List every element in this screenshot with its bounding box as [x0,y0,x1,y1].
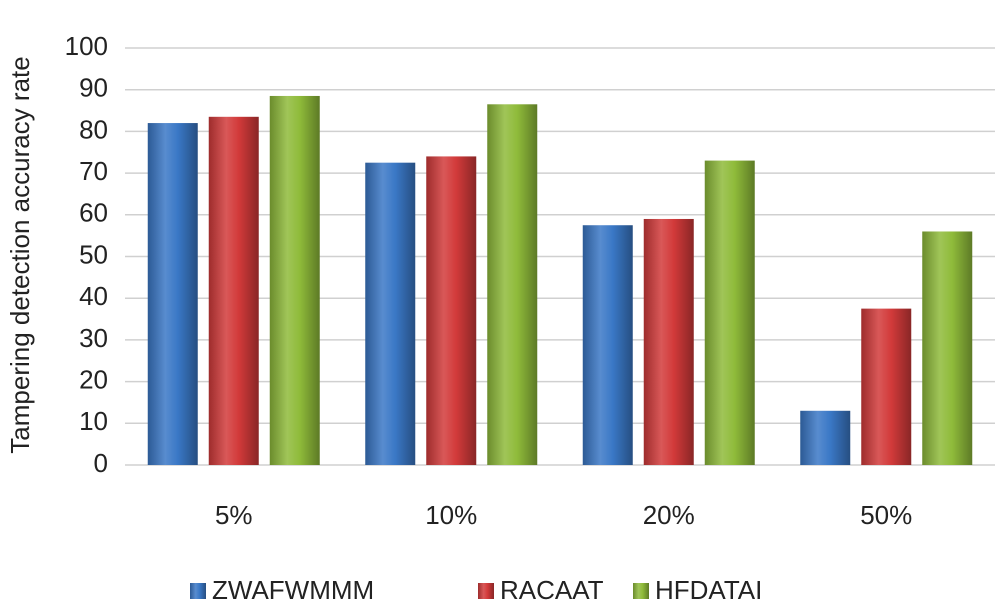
bar [147,123,198,465]
bar [800,410,851,465]
x-tick-label: 5% [215,500,253,530]
x-tick-label: 50% [860,500,912,530]
x-tick-label: 20% [643,500,695,530]
y-tick-label: 30 [79,323,108,353]
y-tick-label: 40 [79,281,108,311]
legend-label: ZWAFWMMM [212,575,374,605]
y-tick-label: 100 [65,31,108,61]
legend-label: RACAAT [500,575,604,605]
bar [365,162,416,466]
y-tick-label: 80 [79,114,108,144]
bar [269,95,320,465]
bar [208,116,259,466]
y-tick-label: 60 [79,198,108,228]
y-tick-label: 20 [79,364,108,394]
x-tick-label: 10% [425,500,477,530]
bar [922,231,973,465]
bar [643,218,694,465]
y-tick-label: 90 [79,73,108,103]
bar [861,308,912,465]
y-tick-label: 70 [79,156,108,186]
legend-swatch [633,583,649,599]
bar [487,104,538,466]
legend-swatch [190,583,206,599]
bar [426,156,477,466]
y-tick-label: 0 [94,448,108,478]
bar [704,160,755,465]
y-tick-label: 10 [79,406,108,436]
bar [582,225,633,465]
y-axis-label: Tampering detection accuracy rate [5,56,35,453]
y-tick-label: 50 [79,239,108,269]
legend-label: HFDATAI [655,575,762,605]
legend-swatch [478,583,494,599]
